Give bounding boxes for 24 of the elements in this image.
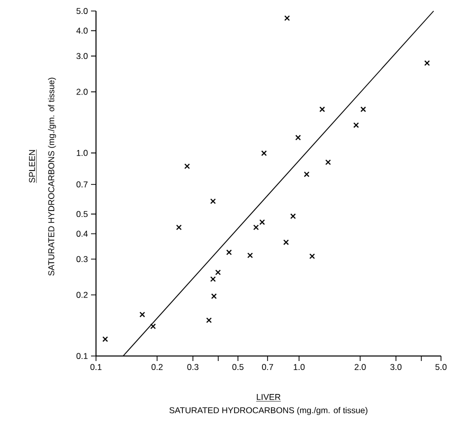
y-tick-label: 0.1	[76, 352, 88, 359]
y-tick-label: 0.4	[76, 230, 88, 237]
x-tick-label: 0.3	[187, 364, 198, 370]
y-tick-label: 0.7	[76, 181, 88, 188]
x-axis-title: SATURATED HYDROCARBONS (mg./gm. of tissue)	[169, 407, 368, 415]
y-tick-label: 0.5	[76, 211, 88, 218]
y-tick-label: 2.0	[76, 88, 88, 95]
y-tick-label: 0.3	[76, 256, 88, 262]
text: SPLEEN	[29, 150, 36, 183]
x-tick-label: 0.5	[232, 364, 244, 370]
x-tick-label: 0.2	[152, 364, 163, 370]
y-tick-label: 3.0	[76, 53, 88, 60]
y-tick-label: 5.0	[76, 8, 88, 14]
x-tick-label: 1.0	[294, 364, 305, 370]
x-tick-label: 0.7	[262, 364, 274, 370]
x-tick-label: 5.0	[435, 364, 447, 370]
y-tick-label: 1.0	[76, 150, 88, 156]
y-axis-title: SATURATED HYDROCARBONS (mg./gm. of tissue)	[48, 78, 56, 276]
x-tick-label: 2.0	[354, 364, 366, 370]
y-tick-label: 0.2	[76, 292, 88, 298]
x-tick-label: 3.0	[390, 364, 402, 370]
y-tick-label: 4.0	[76, 28, 88, 34]
text: LIVER	[256, 394, 280, 400]
x-tick-label: 0.1	[90, 364, 102, 370]
